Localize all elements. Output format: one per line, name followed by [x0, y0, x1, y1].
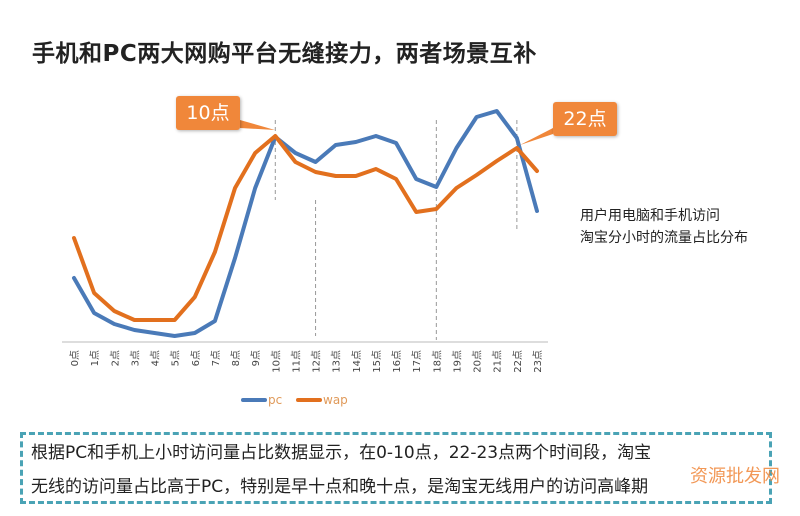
x-tick-label: 5点 [170, 350, 182, 366]
x-tick-label: 4点 [150, 350, 162, 366]
x-tick-label: 19点 [451, 350, 463, 373]
x-tick-label: 11点 [290, 350, 302, 373]
x-tick-label: 22点 [512, 350, 524, 373]
x-tick-label: 17点 [411, 350, 423, 373]
x-tick-label: 3点 [129, 350, 141, 366]
x-tick-label: 12点 [311, 350, 323, 373]
x-tick-label: 10点 [270, 350, 282, 373]
callout-22: 22点 [553, 102, 617, 136]
series-pc-line [72, 109, 539, 338]
summary-line: 无线的访问量占比高于PC，特别是早十点和晚十点，是淘宝无线用户的访问高峰期 [31, 477, 649, 497]
side-note-line: 用户用电脑和手机访问 [580, 208, 720, 224]
side-note-line: 淘宝分小时的流量占比分布 [580, 230, 748, 246]
side-note: 用户用电脑和手机访问 淘宝分小时的流量占比分布 [580, 205, 748, 249]
watermark: 资源批发网 [690, 466, 780, 487]
x-tick-label: 13点 [331, 350, 343, 373]
callout-pointer [520, 128, 553, 145]
x-tick-label: 9点 [250, 350, 262, 366]
page-title: 手机和PC两大网购平台无缝接力，两者场景互补 [32, 41, 537, 67]
series-wap-line [72, 134, 539, 322]
x-tick-label: 21点 [492, 350, 504, 373]
callout-10: 10点 [176, 96, 240, 130]
line-chart: 0点 1点 2点 3点 4点 5点 6点 7点 8点 9点 10点 11点 12点 13点 14点 15点 16… [62, 109, 553, 407]
callout-pointer [240, 120, 275, 130]
summary-line: 根据PC和手机上小时访问量占比数据显示，在0-10点，22-23点两个时间段，淘… [31, 443, 652, 463]
x-tick-label: 14点 [351, 350, 363, 373]
legend-label-wap: wap [323, 393, 348, 407]
x-tick-label: 1点 [89, 350, 101, 366]
x-tick-label: 6点 [190, 350, 202, 366]
x-tick-label: 8点 [230, 350, 242, 366]
x-tick-label: 0点 [69, 350, 81, 366]
x-tick-label: 7点 [210, 350, 222, 366]
x-tick-label: 20点 [472, 350, 484, 373]
x-tick-label: 16点 [391, 350, 403, 373]
summary-box: 根据PC和手机上小时访问量占比数据显示，在0-10点，22-23点两个时间段，淘… [20, 432, 772, 504]
legend-label-pc: pc [268, 393, 282, 407]
x-tick-label: 23点 [532, 350, 544, 373]
x-tick-label: 2点 [109, 350, 121, 366]
x-tick-label: 18点 [431, 350, 443, 373]
x-tick-label: 15点 [371, 350, 383, 373]
